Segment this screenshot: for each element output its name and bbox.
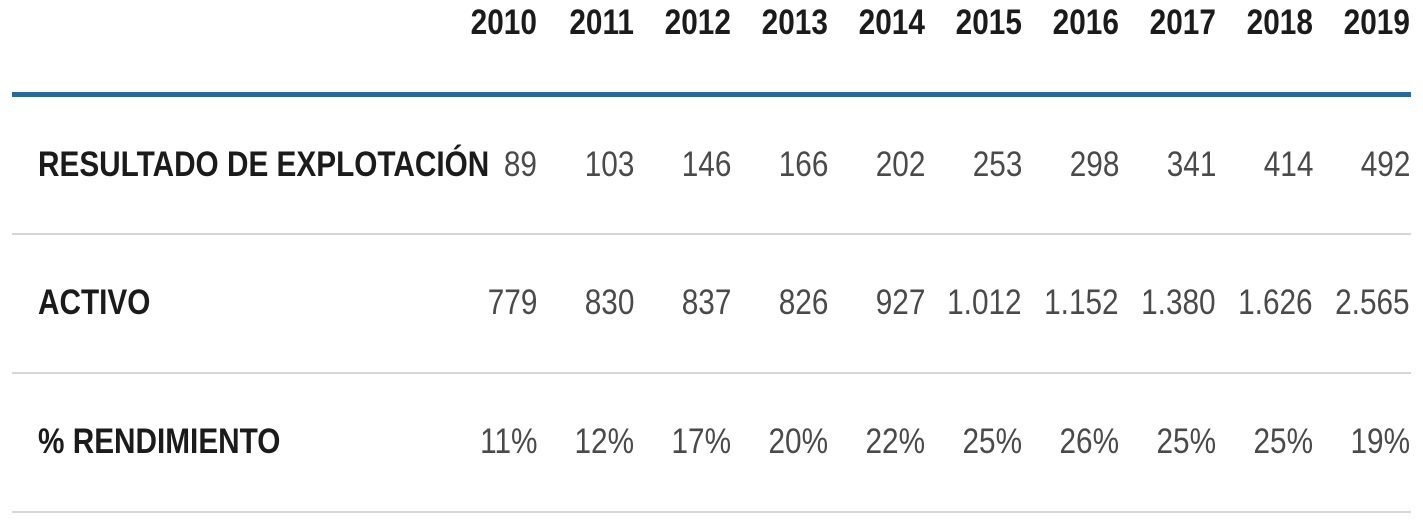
value-cell: 830 <box>538 234 635 373</box>
table-row-resultado-explotacion: RESULTADO DE EXPLOTACIÓN 89 103 146 166 … <box>12 95 1411 234</box>
year-header-label: 2012 <box>664 3 731 42</box>
value-cell: 89 <box>441 95 538 234</box>
row-label-text: % RENDIMIENTO <box>38 422 281 461</box>
year-header-label: 2014 <box>858 3 925 42</box>
value-cell: 253 <box>926 95 1023 234</box>
row-label-activo: ACTIVO <box>12 234 441 373</box>
value-cell: 146 <box>635 95 732 234</box>
value-cell: 1.626 <box>1217 234 1314 373</box>
value-text: 25% <box>1253 422 1313 461</box>
row-label-text: ACTIVO <box>38 283 151 322</box>
value-text: 26% <box>1059 422 1119 461</box>
value-text: 2.565 <box>1335 283 1410 322</box>
year-header-label: 2011 <box>569 3 634 42</box>
year-header: 2013 <box>732 0 829 95</box>
value-text: 1.380 <box>1141 283 1216 322</box>
value-cell: 166 <box>732 95 829 234</box>
value-text: 166 <box>778 144 828 184</box>
value-text: 927 <box>875 283 925 322</box>
value-cell: 341 <box>1120 95 1217 234</box>
year-header-label: 2018 <box>1246 3 1313 42</box>
value-cell: 103 <box>538 95 635 234</box>
value-cell: 17% <box>635 373 732 512</box>
value-cell: 414 <box>1217 95 1314 234</box>
year-header-label: 2016 <box>1052 3 1119 42</box>
value-cell: 25% <box>926 373 1023 512</box>
value-cell: 12% <box>538 373 635 512</box>
value-text: 89 <box>503 144 537 184</box>
value-cell: 25% <box>1217 373 1314 512</box>
value-text: 1.626 <box>1238 283 1313 322</box>
corner-cell <box>12 0 441 95</box>
value-text: 22% <box>865 422 925 461</box>
value-cell: 826 <box>732 234 829 373</box>
value-cell: 25% <box>1120 373 1217 512</box>
value-text: 1.152 <box>1044 283 1119 322</box>
financial-results-table: 2010 2011 2012 2013 2014 2015 2016 2017 … <box>12 0 1411 513</box>
table-row-rendimiento: % RENDIMIENTO 11% 12% 17% 20% 22% 25% 26… <box>12 373 1411 512</box>
value-text: 298 <box>1069 144 1119 184</box>
value-cell: 19% <box>1314 373 1411 512</box>
value-text: 12% <box>574 422 634 461</box>
row-label-rendimiento: % RENDIMIENTO <box>12 373 441 512</box>
value-cell: 2.565 <box>1314 234 1411 373</box>
value-cell: 298 <box>1023 95 1120 234</box>
table-header: 2010 2011 2012 2013 2014 2015 2016 2017 … <box>12 0 1411 95</box>
value-cell: 26% <box>1023 373 1120 512</box>
table-body: RESULTADO DE EXPLOTACIÓN 89 103 146 166 … <box>12 95 1411 512</box>
value-cell: 22% <box>829 373 926 512</box>
value-text: 341 <box>1166 144 1216 184</box>
value-text: 25% <box>1156 422 1216 461</box>
value-cell: 20% <box>732 373 829 512</box>
value-text: 202 <box>875 144 925 184</box>
value-cell: 1.152 <box>1023 234 1120 373</box>
value-text: 103 <box>584 144 634 184</box>
year-header: 2019 <box>1314 0 1411 95</box>
year-header-label: 2017 <box>1149 3 1216 42</box>
value-cell: 779 <box>441 234 538 373</box>
year-header-label: 2019 <box>1343 3 1410 42</box>
year-header: 2015 <box>926 0 1023 95</box>
value-cell: 1.012 <box>926 234 1023 373</box>
value-text: 779 <box>487 283 537 322</box>
year-header-row: 2010 2011 2012 2013 2014 2015 2016 2017 … <box>12 0 1411 95</box>
value-cell: 837 <box>635 234 732 373</box>
value-text: 830 <box>584 283 634 322</box>
value-text: 253 <box>972 144 1022 184</box>
value-cell: 11% <box>441 373 538 512</box>
year-header: 2016 <box>1023 0 1120 95</box>
table-row-activo: ACTIVO 779 830 837 826 927 1.012 1.152 1… <box>12 234 1411 373</box>
value-cell: 202 <box>829 95 926 234</box>
value-text: 146 <box>681 144 731 184</box>
value-cell: 492 <box>1314 95 1411 234</box>
year-header: 2011 <box>538 0 635 95</box>
value-text: 414 <box>1263 144 1313 184</box>
value-text: 19% <box>1350 422 1410 461</box>
year-header: 2018 <box>1217 0 1314 95</box>
value-cell: 1.380 <box>1120 234 1217 373</box>
value-text: 17% <box>671 422 731 461</box>
value-text: 1.012 <box>947 283 1022 322</box>
value-text: 25% <box>962 422 1022 461</box>
value-text: 11% <box>479 422 537 461</box>
value-cell: 927 <box>829 234 926 373</box>
year-header: 2010 <box>441 0 538 95</box>
row-label-text: RESULTADO DE EXPLOTACIÓN <box>38 144 490 184</box>
year-header-label: 2015 <box>955 3 1022 42</box>
year-header-label: 2013 <box>761 3 828 42</box>
year-header-label: 2010 <box>470 3 537 42</box>
value-text: 837 <box>681 283 731 322</box>
value-text: 826 <box>778 283 828 322</box>
value-text: 492 <box>1360 144 1410 184</box>
row-label-resultado-explotacion: RESULTADO DE EXPLOTACIÓN <box>12 95 489 234</box>
year-header: 2012 <box>635 0 732 95</box>
year-header: 2017 <box>1120 0 1217 95</box>
year-header: 2014 <box>829 0 926 95</box>
value-text: 20% <box>768 422 828 461</box>
